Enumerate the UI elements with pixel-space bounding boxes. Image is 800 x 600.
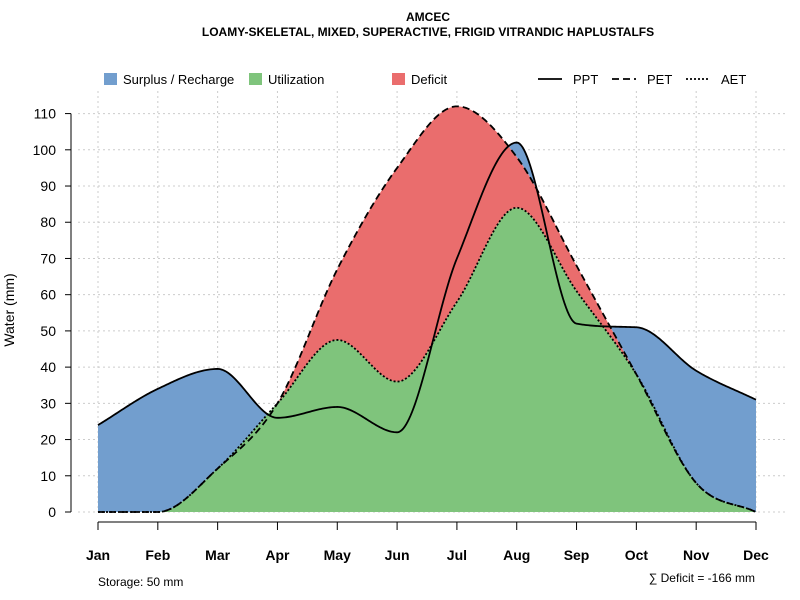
x-tick-label-jan: Jan	[86, 547, 110, 563]
y-tick-label: 100	[33, 142, 57, 158]
y-axis-label: Water (mm)	[1, 273, 17, 346]
y-tick-label: 60	[40, 287, 56, 303]
legend-swatch-0	[104, 73, 117, 85]
x-tick-label-aug: Aug	[503, 547, 530, 563]
y-tick-label: 80	[40, 214, 56, 230]
x-tick-label-nov: Nov	[683, 547, 710, 563]
legend-label-area-1: Utilization	[268, 72, 324, 87]
deficit-sum-note: ∑ Deficit = -166 mm	[649, 571, 755, 585]
chart-subtitle: LOAMY-SKELETAL, MIXED, SUPERACTIVE, FRIG…	[202, 25, 654, 39]
ppt-line	[97, 141, 757, 434]
y-tick-label: 70	[40, 250, 56, 266]
x-tick-label-jul: Jul	[447, 547, 467, 563]
series-lines	[97, 105, 757, 513]
deficit-area	[98, 106, 756, 512]
legend-label-pet: PET	[647, 72, 672, 87]
y-tick-label: 30	[40, 395, 56, 411]
y-tick-label: 50	[40, 323, 56, 339]
legend-label-aet: AET	[721, 72, 746, 87]
y-tick-label: 40	[40, 359, 56, 375]
legend-label-ppt: PPT	[573, 72, 598, 87]
x-tick-label-apr: Apr	[265, 547, 290, 563]
x-tick-label-jun: Jun	[385, 547, 410, 563]
legend-label-area-0: Surplus / Recharge	[123, 72, 234, 87]
area-layers	[98, 106, 756, 512]
legend-label-area-2: Deficit	[411, 72, 448, 87]
x-tick-label-may: May	[324, 547, 351, 563]
x-tick-label-dec: Dec	[743, 547, 769, 563]
x-tick-label-feb: Feb	[145, 547, 170, 563]
axes: 0 10 20 30 40 50 60 70 80 90 100 110 Jan Feb Mar Apr May…	[33, 106, 769, 563]
x-tick-label-mar: Mar	[205, 547, 230, 563]
storage-note: Storage: 50 mm	[98, 575, 183, 589]
y-tick-label: 90	[40, 178, 56, 194]
y-tick-label: 110	[34, 106, 57, 122]
chart-title: AMCEC	[406, 10, 450, 24]
y-tick-label: 20	[40, 432, 56, 448]
x-tick-label-oct: Oct	[625, 547, 649, 563]
pet-line	[98, 105, 757, 513]
utilization-area	[98, 207, 756, 512]
legend-swatch-2	[392, 73, 405, 85]
y-tick-label: 0	[48, 504, 56, 520]
x-tick-label-sep: Sep	[564, 547, 590, 563]
legend: Surplus / Recharge Utilization Deficit PPT P…	[104, 72, 746, 87]
y-tick-label: 10	[40, 468, 56, 484]
legend-swatch-1	[249, 73, 262, 85]
